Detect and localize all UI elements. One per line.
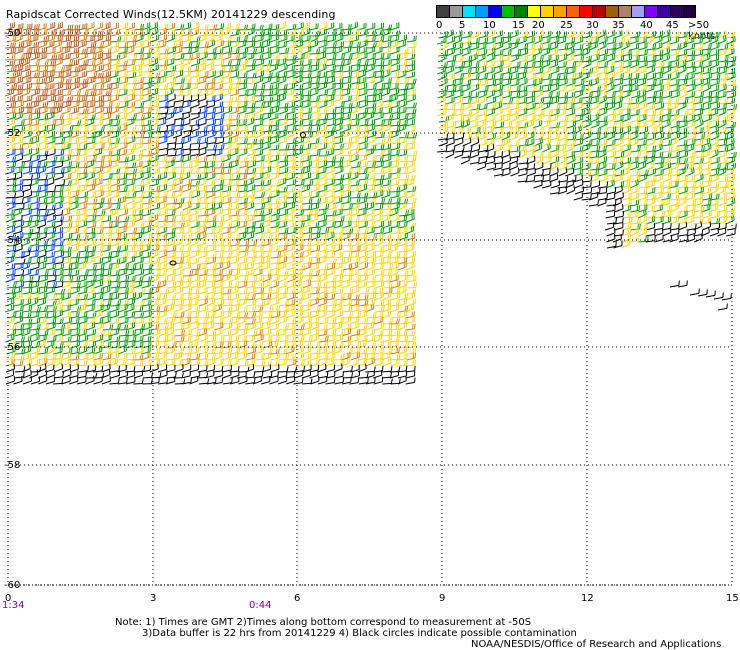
lat-lon-grid xyxy=(7,32,733,586)
legend-swatch xyxy=(683,5,696,18)
axis-labels: -50 -52 -54 -56 -58 -60 0 3 6 9 12 15 xyxy=(4,28,739,604)
legend-label-20: 20 xyxy=(532,20,545,31)
lon-label: 9 xyxy=(439,593,445,604)
lon-label: 3 xyxy=(150,593,156,604)
lon-label: 6 xyxy=(294,593,300,604)
legend-label-5: 5 xyxy=(459,20,466,31)
wind-speed-legend: 0 5 10 15 20 25 30 35 40 45 >50 knots xyxy=(436,5,736,42)
note-line-3: NOAA/NESDIS/Office of Research and Appli… xyxy=(471,639,722,650)
note-line-2: 3)Data buffer is 22 hrs from 20141229 4)… xyxy=(142,628,577,639)
legend-label-0: 0 xyxy=(436,20,443,31)
lat-label: -52 xyxy=(4,128,20,139)
lat-label: -60 xyxy=(4,580,20,591)
legend-label-25: 25 xyxy=(560,20,573,31)
time-label-left: 1:34 xyxy=(2,600,25,611)
legend-label-45: 45 xyxy=(666,20,679,31)
legend-label-10: 10 xyxy=(483,20,496,31)
legend-label-50-knots: >50 knots xyxy=(688,20,716,42)
map-title: Rapidscat Corrected Winds(12.5KM) 201412… xyxy=(6,8,336,21)
lon-label: 12 xyxy=(581,593,594,604)
legend-label-35: 35 xyxy=(612,20,625,31)
wind-barb-swaths xyxy=(4,21,737,385)
legend-label-40: 40 xyxy=(640,20,653,31)
legend-label-15: 15 xyxy=(512,20,525,31)
legend-color-bar xyxy=(436,5,696,18)
time-label-mid: 0:44 xyxy=(249,600,272,611)
lat-label: -58 xyxy=(4,460,20,471)
lon-label: 15 xyxy=(726,593,739,604)
lat-label: -50 xyxy=(4,28,20,39)
note-line-1: Note: 1) Times are GMT 2)Times along bot… xyxy=(115,617,532,628)
lon-label: 0 xyxy=(5,593,11,604)
legend-label-30: 30 xyxy=(586,20,599,31)
lat-label: -56 xyxy=(4,342,20,353)
lat-label: -54 xyxy=(4,235,20,246)
